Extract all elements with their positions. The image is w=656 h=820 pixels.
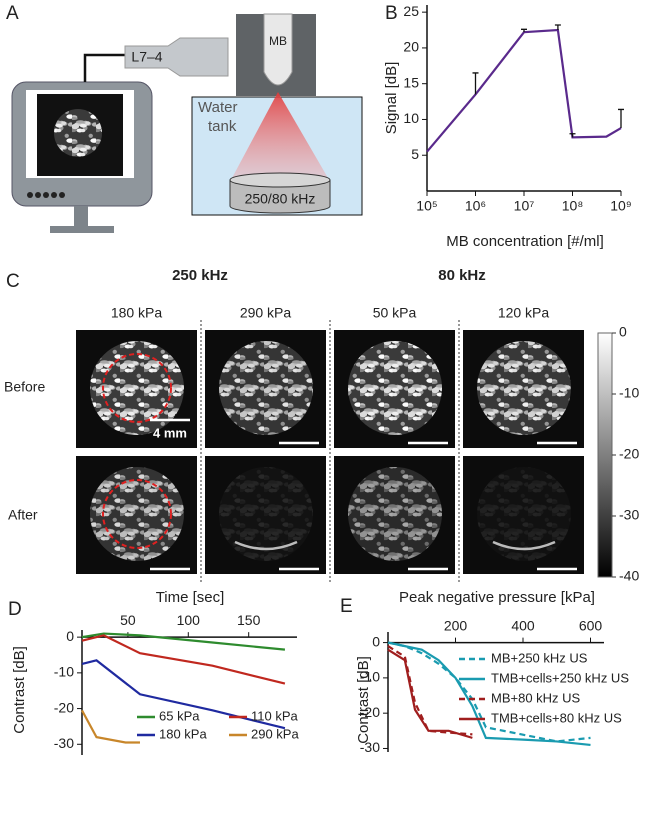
monitor-base xyxy=(50,226,114,233)
contrast-region xyxy=(219,341,313,435)
legend-label: TMB+cells+250 kHz US xyxy=(491,670,629,685)
y-tick-label: 0 xyxy=(66,628,74,644)
pressure-label: 290 kPa xyxy=(240,305,292,321)
tank-label: Water xyxy=(198,99,237,116)
y-tick-label: -10 xyxy=(360,669,380,685)
x-axis-title: Peak negative pressure [kPa] xyxy=(399,589,595,606)
legend-label: MB+250 kHz US xyxy=(491,650,588,665)
x-tick-label: 50 xyxy=(120,612,136,628)
x-tick-label: 400 xyxy=(511,617,535,633)
y-tick-label: 20 xyxy=(403,39,419,55)
x-axis-title: MB concentration [#/ml] xyxy=(446,233,604,250)
y-tick-label: -30 xyxy=(54,735,74,751)
x-tick-label: 100 xyxy=(177,612,201,628)
panel-label: B xyxy=(385,3,398,24)
roi-circle xyxy=(102,353,172,423)
colorbar-tick-label: -40 xyxy=(619,568,639,584)
colorbar-tick-label: -30 xyxy=(619,507,639,523)
y-tick-label: -20 xyxy=(54,699,74,715)
contrast-region xyxy=(477,341,571,435)
error-bar xyxy=(569,133,576,138)
colorbar xyxy=(597,332,613,578)
screen-blob xyxy=(54,109,102,157)
y-tick-label: -30 xyxy=(360,739,380,755)
echo-arc xyxy=(492,540,556,551)
contrast-region xyxy=(90,467,184,561)
y-tick-label: 15 xyxy=(403,74,419,90)
syringe-label: MB xyxy=(269,34,287,48)
y-tick-label: -20 xyxy=(360,704,380,720)
y-tick-label: 10 xyxy=(403,110,419,126)
syringe xyxy=(263,13,293,86)
probe-label: L7–4 xyxy=(131,49,162,65)
probe xyxy=(124,37,229,77)
x-tick-label: 200 xyxy=(444,617,468,633)
series-line xyxy=(387,641,591,747)
y-axis-title: Contrast [dB] xyxy=(355,656,372,744)
transducer xyxy=(229,180,331,214)
frequency-label: 250 kHz xyxy=(172,267,228,284)
contrast-region xyxy=(348,341,442,435)
series-line xyxy=(426,28,622,153)
panel-label: A xyxy=(6,3,19,24)
panel-label: E xyxy=(340,596,353,617)
x-tick-label: 10⁵ xyxy=(416,198,437,214)
row-label: Before xyxy=(4,379,45,395)
y-tick-label: 5 xyxy=(411,146,419,162)
monitor-buttons xyxy=(27,192,65,198)
contrast-region xyxy=(477,467,571,561)
cable xyxy=(83,53,125,82)
error-bar xyxy=(618,108,624,129)
x-axis-title: Time [sec] xyxy=(156,589,225,606)
series-line xyxy=(387,648,473,739)
series-line xyxy=(81,634,286,685)
x-tick-label: 600 xyxy=(579,617,603,633)
series-line xyxy=(387,641,591,743)
ultrasound-beam xyxy=(232,92,328,178)
colorbar-tick-label: 0 xyxy=(619,324,627,340)
tank-label: tank xyxy=(208,118,237,135)
transducer-label: 250/80 kHz xyxy=(245,191,316,207)
legend-label: TMB+cells+80 kHz US xyxy=(491,710,622,725)
pressure-label: 180 kPa xyxy=(111,305,163,321)
pressure-label: 120 kPa xyxy=(498,305,550,321)
row-label: After xyxy=(8,507,38,523)
x-tick-label: 150 xyxy=(237,612,261,628)
legend-label: 110 kPa xyxy=(251,708,299,723)
legend-label: 180 kPa xyxy=(159,726,207,741)
legend-label: 65 kPa xyxy=(159,708,200,723)
x-tick-label: 10⁷ xyxy=(514,198,535,214)
colorbar-tick-label: -10 xyxy=(619,385,639,401)
echo-arc xyxy=(234,540,298,551)
legend-label: MB+80 kHz US xyxy=(491,690,581,705)
monitor-stand xyxy=(74,206,88,226)
contrast-region xyxy=(219,467,313,561)
transducer-top xyxy=(229,172,331,188)
x-tick-label: 10⁹ xyxy=(610,198,632,214)
error-bar xyxy=(472,72,479,95)
contrast-region xyxy=(348,467,442,561)
legend-label: 290 kPa xyxy=(251,726,299,741)
colorbar-tick-label: -20 xyxy=(619,446,639,462)
scale-bar-label: 4 mm xyxy=(153,425,187,440)
panel-label: C xyxy=(6,271,20,292)
x-tick-label: 10⁶ xyxy=(465,198,486,214)
error-bar xyxy=(554,24,561,31)
y-axis-title: Contrast [dB] xyxy=(11,646,28,734)
y-axis-title: Signal [dB] xyxy=(383,62,400,135)
panel-label: D xyxy=(8,599,22,620)
series-line xyxy=(81,632,286,651)
y-tick-label: 0 xyxy=(372,633,380,649)
series-line xyxy=(81,709,140,744)
y-tick-label: -10 xyxy=(54,664,74,680)
x-tick-label: 10⁸ xyxy=(562,198,584,214)
error-bar xyxy=(521,28,527,33)
pressure-label: 50 kPa xyxy=(373,305,417,321)
y-tick-label: 25 xyxy=(403,3,419,19)
roi-circle xyxy=(102,479,172,549)
frequency-label: 80 kHz xyxy=(438,267,486,284)
